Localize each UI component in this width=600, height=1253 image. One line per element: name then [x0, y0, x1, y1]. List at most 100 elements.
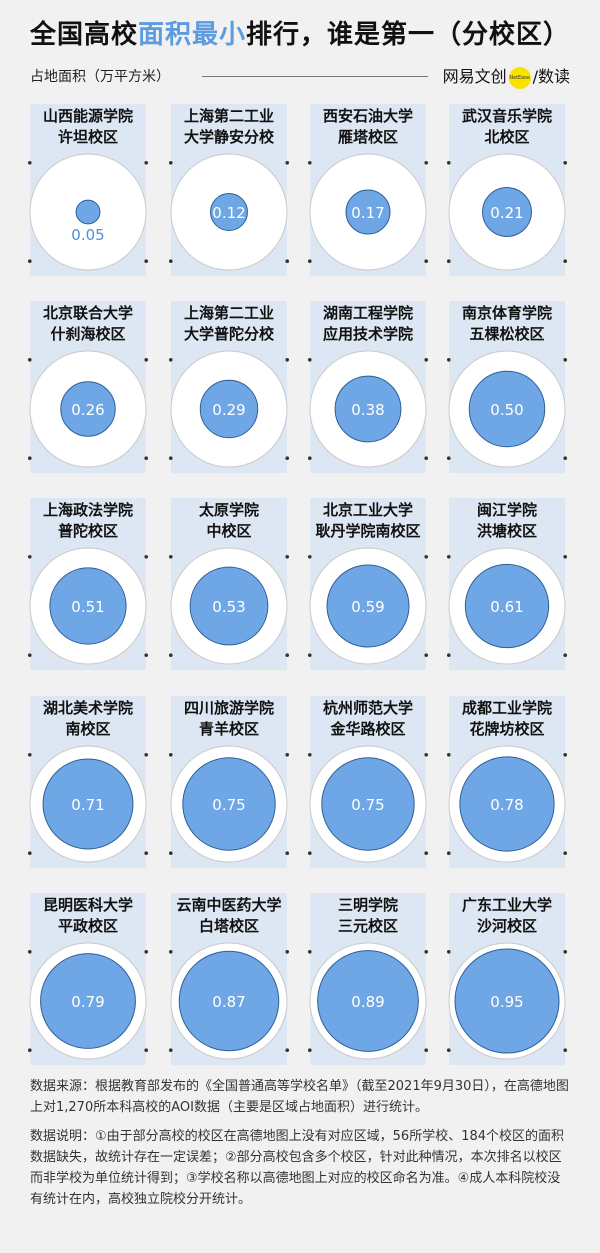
campus-name-line1: 北京联合大学 [42, 304, 133, 322]
corner-marker [144, 851, 149, 855]
campus-name-line1: 闽江学院 [476, 501, 537, 519]
corner-marker [446, 358, 451, 362]
area-value-label: 0.26 [71, 401, 104, 419]
campus-name-line2: 花牌坊校区 [469, 720, 545, 738]
corner-marker [168, 753, 173, 757]
campus-name: 西安石油大学 雁塔校区 [310, 106, 426, 148]
campus-name-line2: 什刹海校区 [50, 325, 126, 343]
campus-name: 闽江学院 洪塘校区 [449, 500, 565, 542]
campus-name: 昆明医科大学 平政校区 [30, 895, 146, 937]
campus-name: 湖南工程学院 应用技术学院 [310, 303, 426, 345]
corner-marker [307, 358, 312, 362]
corner-marker [446, 851, 451, 855]
corner-marker [424, 950, 429, 954]
area-bubble [60, 381, 116, 437]
corner-marker [285, 1048, 290, 1052]
corner-marker [563, 259, 568, 263]
campus-card: 三明学院 三元校区 0.89 [307, 893, 429, 1065]
corner-marker [307, 851, 312, 855]
area-value-label: 0.89 [351, 993, 384, 1011]
bubble-plot: 0.89 [307, 942, 429, 1060]
corner-marker [27, 753, 32, 757]
bubble-plot: 0.21 [446, 153, 568, 271]
campus-name-line2: 洪塘校区 [476, 522, 537, 540]
campus-name: 上海第二工业 大学静安分校 [171, 106, 287, 148]
area-bubble [40, 953, 136, 1049]
campus-name: 北京工业大学 耿丹学院南校区 [310, 500, 426, 542]
corner-marker [285, 950, 290, 954]
area-bubble [482, 187, 532, 237]
corner-marker [424, 456, 429, 460]
corner-marker [307, 1048, 312, 1052]
corner-marker [424, 358, 429, 362]
title-prefix: 全国高校 [30, 20, 139, 50]
area-value-label: 0.95 [490, 993, 523, 1011]
bubble-plot: 0.78 [446, 745, 568, 863]
corner-marker [563, 753, 568, 757]
bubble-plot: 0.50 [446, 350, 568, 468]
campus-name: 湖北美术学院 南校区 [30, 698, 146, 740]
campus-name-line1: 湖北美术学院 [42, 699, 133, 717]
corner-marker [285, 753, 290, 757]
area-value-label: 0.38 [351, 401, 384, 419]
corner-marker [27, 950, 32, 954]
campus-name-line2: 大学普陀分校 [183, 325, 274, 343]
area-value-label: 0.79 [71, 993, 104, 1011]
corner-marker [27, 358, 32, 362]
campus-card: 上海第二工业 大学普陀分校 0.29 [168, 301, 290, 473]
campus-name-line1: 湖南工程学院 [322, 304, 413, 322]
campus-name: 山西能源学院 许坦校区 [30, 106, 146, 148]
area-bubble [464, 563, 550, 649]
corner-marker [424, 753, 429, 757]
campus-name-line2: 南校区 [65, 720, 111, 738]
corner-marker [285, 456, 290, 460]
bubble-plot: 0.12 [168, 153, 290, 271]
campus-card: 北京工业大学 耿丹学院南校区 0.59 [307, 498, 429, 670]
corner-marker [144, 1048, 149, 1052]
corner-marker [424, 161, 429, 165]
area-value-label: 0.71 [71, 796, 104, 814]
corner-marker [285, 259, 290, 263]
area-value-label: 0.12 [212, 204, 245, 222]
campus-card: 上海第二工业 大学静安分校 0.12 [168, 104, 290, 276]
bubble-plot: 0.29 [168, 350, 290, 468]
bubble-plot: 0.75 [307, 745, 429, 863]
campus-name-line1: 广东工业大学 [461, 896, 552, 914]
bubble-plot: 0.26 [27, 350, 149, 468]
campus-name: 广东工业大学 沙河校区 [449, 895, 565, 937]
area-value-label: 0.21 [490, 204, 523, 222]
corner-marker [285, 851, 290, 855]
corner-marker [424, 259, 429, 263]
campus-name-line1: 四川旅游学院 [183, 699, 274, 717]
bubble-plot: 0.61 [446, 547, 568, 665]
bubble-plot: 0.87 [168, 942, 290, 1060]
brand-sub: /数读 [532, 67, 570, 86]
corner-marker [168, 555, 173, 559]
campus-name-line1: 山西能源学院 [42, 107, 133, 125]
campus-name-line1: 成都工业学院 [461, 699, 552, 717]
page-title: 全国高校面积最小排行，谁是第一（分校区） [30, 14, 590, 51]
campus-name-line2: 雁塔校区 [337, 128, 398, 146]
campus-card: 西安石油大学 雁塔校区 0.17 [307, 104, 429, 276]
campus-name-line1: 上海政法学院 [42, 501, 133, 519]
corner-marker [168, 653, 173, 657]
bubble-plot: 0.75 [168, 745, 290, 863]
area-value-label: 0.75 [212, 796, 245, 814]
campus-card: 昆明医科大学 平政校区 0.79 [27, 893, 149, 1065]
campus-name-line2: 许坦校区 [57, 128, 118, 146]
campus-name-line2: 大学静安分校 [183, 128, 274, 146]
corner-marker [307, 456, 312, 460]
campus-name-line2: 耿丹学院南校区 [315, 522, 421, 540]
campus-name: 杭州师范大学 金华路校区 [310, 698, 426, 740]
area-value-label: 0.87 [212, 993, 245, 1011]
bubble-plot: 0.51 [27, 547, 149, 665]
area-bubble [199, 379, 259, 439]
campus-name-line1: 三明学院 [337, 896, 398, 914]
area-value-label: 0.17 [351, 204, 384, 222]
corner-marker [424, 653, 429, 657]
corner-marker [307, 950, 312, 954]
campus-name: 上海第二工业 大学普陀分校 [171, 303, 287, 345]
area-value-label: 0.50 [490, 401, 523, 419]
campus-card: 广东工业大学 沙河校区 0.95 [446, 893, 568, 1065]
